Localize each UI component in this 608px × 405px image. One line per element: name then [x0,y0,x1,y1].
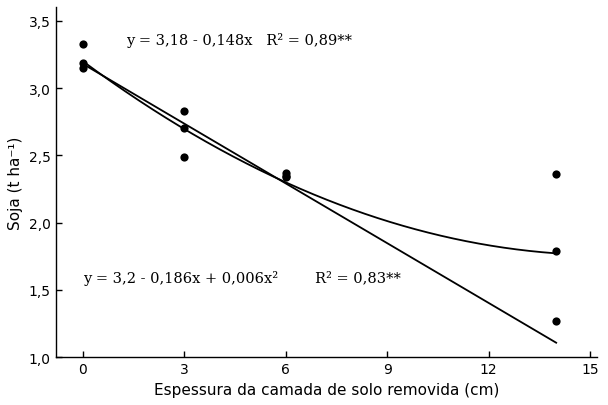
Text: y = 3,18 - 0,148x   R² = 0,89**: y = 3,18 - 0,148x R² = 0,89** [126,33,352,48]
Point [281,173,291,179]
Point [281,174,291,181]
Point [551,248,561,255]
Point [179,126,189,132]
X-axis label: Espessura da camada de solo removida (cm): Espessura da camada de solo removida (cm… [154,382,499,396]
Y-axis label: Soja (t ha⁻¹): Soja (t ha⁻¹) [9,136,23,229]
Point [78,60,88,66]
Point [78,41,88,48]
Point [78,66,88,72]
Point [179,109,189,115]
Point [281,170,291,177]
Point [179,154,189,160]
Point [551,318,561,324]
Point [551,172,561,178]
Text: y = 3,2 - 0,186x + 0,006x²        R² = 0,83**: y = 3,2 - 0,186x + 0,006x² R² = 0,83** [83,270,401,285]
